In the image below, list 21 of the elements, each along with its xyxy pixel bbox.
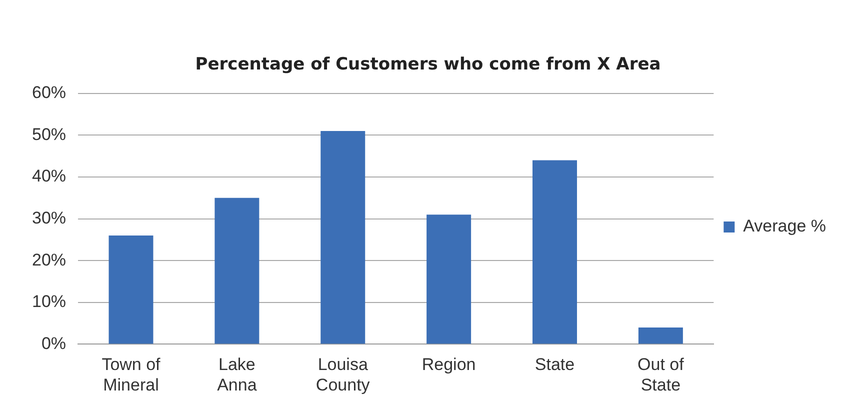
bar: [532, 160, 577, 344]
x-tick-label: Region: [422, 355, 476, 374]
x-tick-label: Town of Mineral: [102, 355, 161, 394]
legend-label: Average %: [743, 216, 826, 236]
y-tick-label: 50%: [32, 124, 66, 144]
x-tick-label: State: [534, 355, 575, 374]
y-tick-label: 20%: [32, 250, 66, 270]
y-tick-label: 0%: [41, 334, 66, 353]
y-tick-label: 30%: [32, 208, 66, 228]
y-tick-label: 60%: [32, 83, 66, 102]
bar: [108, 236, 154, 344]
bar: [426, 214, 472, 344]
x-tick-label: Out of State: [638, 355, 684, 394]
bar: [214, 198, 260, 344]
bar: [638, 327, 683, 344]
x-tick-label: Lake Anna: [217, 355, 258, 394]
y-tick-label: 10%: [32, 292, 66, 312]
y-tick-label: 40%: [32, 166, 66, 186]
bar: [320, 131, 366, 344]
chart-title: Percentage of Customers who come from X Area: [195, 54, 661, 75]
x-tick-label: Louisa County: [316, 355, 370, 394]
